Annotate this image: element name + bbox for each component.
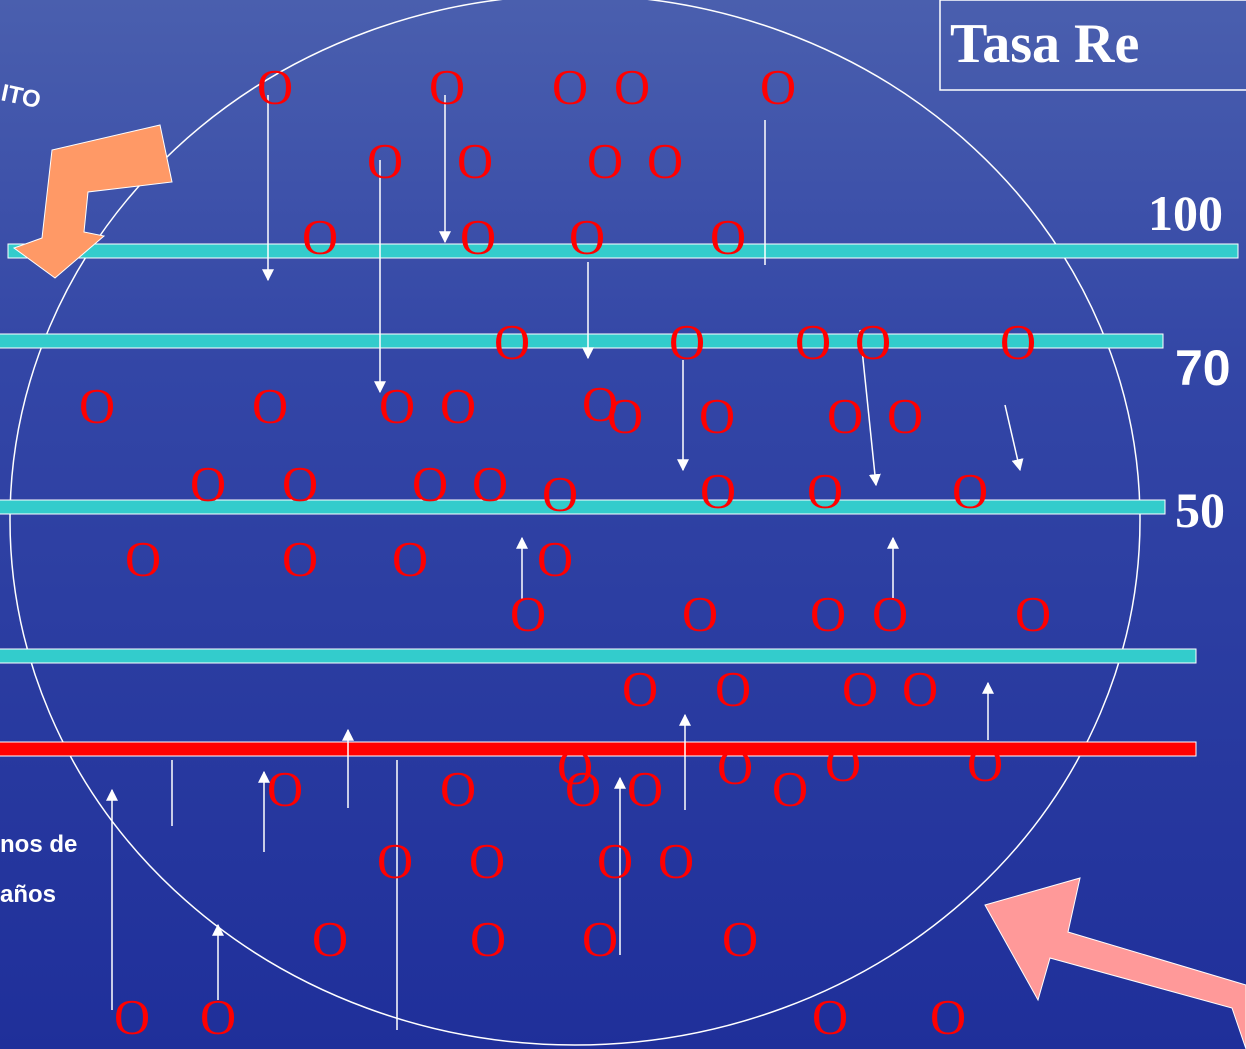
title: Tasa Re	[950, 13, 1139, 75]
marker: O	[622, 660, 658, 716]
marker: O	[614, 58, 650, 114]
marker: O	[367, 132, 403, 188]
marker: O	[569, 208, 605, 264]
bottom-left-label: nos de	[0, 831, 77, 858]
marker: O	[440, 377, 476, 433]
marker: O	[537, 530, 573, 586]
level-line	[0, 648, 1197, 664]
marker: O	[715, 660, 751, 716]
marker: O	[457, 132, 493, 188]
marker: O	[267, 760, 303, 816]
level-line	[7, 243, 1239, 259]
orange-arrow	[12, 124, 173, 279]
marker: O	[855, 313, 891, 369]
marker: O	[377, 832, 413, 888]
marker: O	[582, 375, 618, 431]
marker: O	[565, 760, 601, 816]
marker: O	[669, 313, 705, 369]
marker: O	[967, 735, 1003, 791]
marker: O	[812, 988, 848, 1044]
level-label: 100	[1148, 185, 1223, 241]
marker: O	[1000, 313, 1036, 369]
marker: O	[460, 208, 496, 264]
marker: O	[825, 735, 861, 791]
marker: O	[440, 760, 476, 816]
level-label: 70	[1175, 340, 1231, 396]
marker: O	[557, 738, 593, 794]
marker: O	[282, 455, 318, 511]
title-box	[939, 0, 1246, 91]
level-line	[0, 499, 1166, 515]
marker: O	[282, 530, 318, 586]
marker: O	[872, 585, 908, 641]
marker: O	[582, 910, 618, 966]
arrow	[859, 329, 881, 487]
marker: O	[952, 462, 988, 518]
marker: O	[647, 132, 683, 188]
marker: O	[699, 387, 735, 443]
marker: O	[494, 313, 530, 369]
marker: O	[930, 988, 966, 1044]
marker: O	[190, 455, 226, 511]
marker: O	[760, 58, 796, 114]
marker: O	[597, 832, 633, 888]
marker: O	[827, 387, 863, 443]
marker: O	[887, 387, 923, 443]
marker: O	[125, 530, 161, 586]
marker: O	[472, 455, 508, 511]
marker: O	[807, 462, 843, 518]
marker: O	[587, 132, 623, 188]
marker: O	[79, 377, 115, 433]
marker: O	[1015, 585, 1051, 641]
marker: O	[200, 988, 236, 1044]
marker: O	[658, 832, 694, 888]
level-line	[0, 333, 1164, 349]
marker: O	[627, 760, 663, 816]
marker: O	[392, 530, 428, 586]
pink-arrow	[984, 877, 1246, 1049]
marker: O	[379, 377, 415, 433]
arrows	[106, 95, 1024, 1030]
level-label: 50	[1175, 482, 1225, 538]
marker: O	[412, 455, 448, 511]
markers: O O O O OO O O OO O O OO O O O OO O O O OO O O OO O O O O O O OO O O OO…	[79, 58, 1051, 1044]
marker: O	[682, 585, 718, 641]
marker: O	[552, 58, 588, 114]
marker: O	[902, 660, 938, 716]
marker: O	[717, 738, 753, 794]
threshold-line	[0, 741, 1197, 757]
arrow	[1004, 404, 1024, 472]
marker: O	[842, 660, 878, 716]
circle	[9, 0, 1141, 1046]
marker: O	[252, 377, 288, 433]
marker: O	[302, 208, 338, 264]
marker: O	[607, 387, 643, 443]
marker: O	[510, 585, 546, 641]
marker: O	[772, 760, 808, 816]
marker: O	[700, 462, 736, 518]
marker: O	[722, 910, 758, 966]
marker: O	[795, 313, 831, 369]
bottom-left-label: años	[0, 881, 56, 908]
marker: O	[469, 832, 505, 888]
marker: O	[710, 208, 746, 264]
marker: O	[312, 910, 348, 966]
marker: O	[810, 585, 846, 641]
marker: O	[542, 465, 578, 521]
marker: O	[429, 58, 465, 114]
marker: O	[114, 988, 150, 1044]
marker: O	[470, 910, 506, 966]
marker: O	[257, 58, 293, 114]
